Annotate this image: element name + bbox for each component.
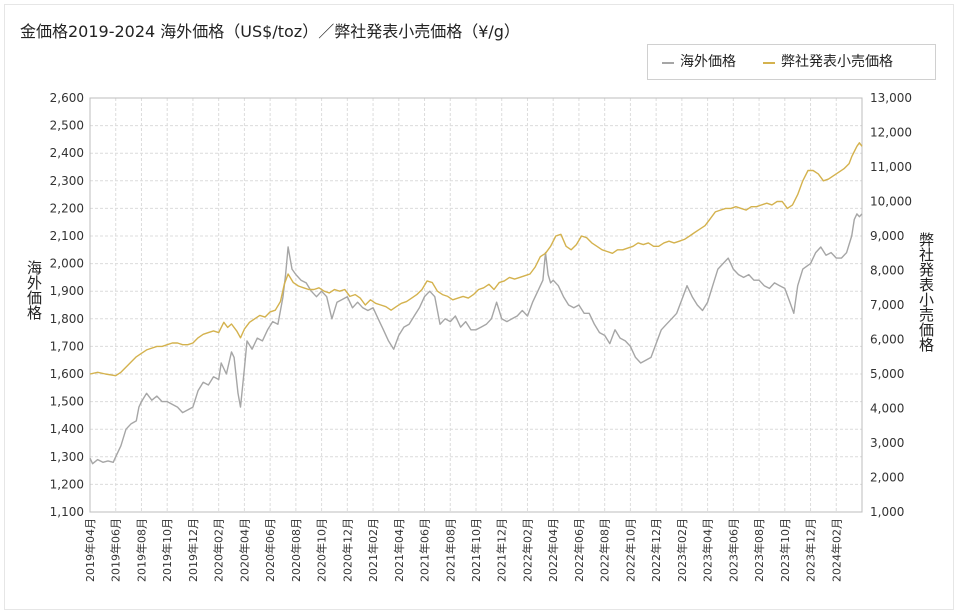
y-tick-label-right: 4,000 (870, 402, 904, 416)
x-tick-label: 2022年02月 (520, 518, 534, 582)
chart-frame (4, 4, 954, 610)
x-tick-label: 2020年06月 (263, 518, 277, 582)
x-tick-label: 2023年08月 (752, 518, 766, 582)
x-tick-label: 2021年02月 (366, 518, 380, 582)
legend-swatch-retail (763, 62, 775, 64)
x-tick-label: 2020年02月 (212, 518, 226, 582)
x-tick-label: 2020年04月 (237, 518, 251, 582)
x-tick-label: 2020年08月 (289, 518, 303, 582)
x-tick-label: 2022年04月 (546, 518, 560, 582)
y-tick-label-left: 1,900 (50, 284, 84, 298)
x-tick-label: 2021年04月 (392, 518, 406, 582)
x-tick-label: 2019年12月 (186, 518, 200, 582)
y-tick-label-left: 1,300 (50, 450, 84, 464)
x-tick-label: 2021年08月 (443, 518, 457, 582)
x-tick-label: 2022年06月 (572, 518, 586, 582)
x-tick-label: 2023年10月 (778, 518, 792, 582)
x-tick-label: 2019年10月 (160, 518, 174, 582)
x-tick-label: 2023年06月 (726, 518, 740, 582)
y-tick-label-left: 1,400 (50, 422, 84, 436)
y-tick-label-left: 2,400 (50, 146, 84, 160)
x-tick-label: 2019年04月 (83, 518, 97, 582)
x-tick-label: 2021年12月 (495, 518, 509, 582)
y-tick-label-left: 2,300 (50, 174, 84, 188)
x-tick-label: 2024年02月 (829, 518, 843, 582)
x-tick-label: 2021年10月 (469, 518, 483, 582)
y-tick-label-left: 1,200 (50, 477, 84, 491)
y-tick-label-right: 12,000 (870, 126, 912, 140)
y-tick-label-left: 1,700 (50, 339, 84, 353)
x-tick-label: 2022年10月 (623, 518, 637, 582)
y-axis-left-label: 海外価格 (25, 260, 43, 320)
y-tick-label-left: 1,500 (50, 395, 84, 409)
y-tick-label-right: 13,000 (870, 91, 912, 105)
x-tick-label: 2019年08月 (134, 518, 148, 582)
y-tick-label-left: 2,200 (50, 201, 84, 215)
y-tick-label-left: 1,600 (50, 367, 84, 381)
y-tick-label-right: 2,000 (870, 471, 904, 485)
series-line-overseas (89, 213, 863, 465)
y-tick-label-right: 10,000 (870, 195, 912, 209)
y-tick-label-left: 1,800 (50, 312, 84, 326)
y-axis-right-label: 弊社発表小売価格 (917, 232, 935, 352)
y-tick-label-left: 2,500 (50, 119, 84, 133)
series-line-retail (89, 142, 863, 377)
y-tick-label-left: 1,100 (50, 505, 84, 519)
y-tick-label-right: 1,000 (870, 505, 904, 519)
x-tick-label: 2023年04月 (701, 518, 715, 582)
legend-swatch-overseas (662, 62, 674, 64)
plot-border (89, 97, 863, 513)
x-tick-label: 2022年12月 (649, 518, 663, 582)
y-tick-label-right: 5,000 (870, 367, 904, 381)
y-tick-label-right: 6,000 (870, 333, 904, 347)
x-tick-label: 2023年12月 (804, 518, 818, 582)
y-tick-label-right: 3,000 (870, 436, 904, 450)
legend-label-overseas: 海外価格 (680, 54, 736, 70)
chart-title: 金価格2019-2024 海外価格（US$/toz）／弊社発表小売価格（¥/g） (20, 22, 520, 41)
legend: 海外価格 弊社発表小売価格 (647, 44, 936, 80)
y-tick-label-left: 2,100 (50, 229, 84, 243)
x-tick-label: 2022年08月 (598, 518, 612, 582)
x-tick-label: 2023年02月 (675, 518, 689, 582)
x-tick-label: 2020年12月 (340, 518, 354, 582)
y-tick-label-right: 7,000 (870, 298, 904, 312)
x-tick-label: 2019年06月 (109, 518, 123, 582)
y-tick-label-left: 2,000 (50, 257, 84, 271)
y-tick-label-right: 11,000 (870, 160, 912, 174)
y-tick-label-right: 9,000 (870, 229, 904, 243)
x-tick-label: 2021年06月 (418, 518, 432, 582)
y-tick-label-left: 2,600 (50, 91, 84, 105)
x-tick-label: 2020年10月 (315, 518, 329, 582)
legend-label-retail: 弊社発表小売価格 (781, 54, 893, 70)
y-tick-label-right: 8,000 (870, 264, 904, 278)
